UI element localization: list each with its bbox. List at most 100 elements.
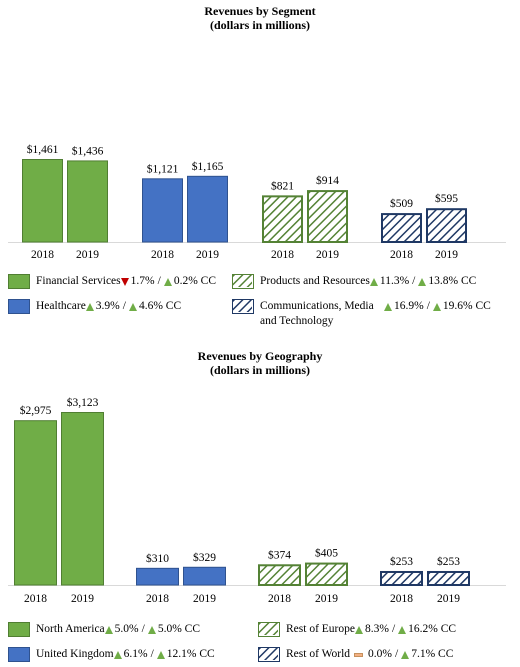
change-value: 4.6% CC (138, 300, 182, 312)
change-indicator: 5.0% (104, 622, 139, 637)
geography-bar-value-label: $253 (390, 555, 413, 568)
legend-label: North America (36, 623, 105, 635)
legend-swatch (232, 274, 254, 289)
segment-bar (142, 178, 183, 243)
change-indicator: 16.9% (384, 299, 424, 314)
legend-label: Healthcare (36, 300, 86, 312)
geography-x-tick-label: 2019 (315, 593, 338, 605)
up-arrow-icon (128, 302, 137, 311)
segment-title-text: Revenues by Segment (204, 4, 316, 18)
geography-bar (61, 412, 104, 586)
legend-united-kingdom: United Kingdom 6.1% 12.1% CC (8, 647, 215, 662)
up-arrow-icon (401, 650, 410, 659)
geography-bar (136, 567, 179, 586)
segment-chart-title: Revenues by Segment (dollars in millions… (0, 4, 520, 32)
change-value: 12.1% CC (166, 648, 215, 660)
geography-bar-value-label: $310 (146, 552, 169, 565)
legend-products-resources: Products and Resources 11.3% 13.8% CC (232, 274, 476, 289)
segment-bar (22, 159, 63, 243)
up-arrow-icon (398, 625, 407, 634)
segment-x-tick-label: 2019 (316, 249, 339, 261)
legend-swatch (8, 274, 30, 289)
legend-swatch (232, 299, 254, 314)
geography-x-tick-label: 2018 (390, 593, 413, 605)
change-indicator: 3.9% (85, 299, 120, 314)
change-value: 5.0% (114, 623, 139, 635)
geography-bar (258, 564, 301, 587)
down-arrow-icon (120, 277, 129, 286)
change-value: 16.2% CC (408, 623, 457, 635)
segment-subtitle-text: (dollars in millions) (209, 18, 310, 32)
geography-x-tick-label: 2019 (193, 593, 216, 605)
legend-label: Rest of Europe (286, 623, 355, 635)
change-indicator: 7.1% CC (392, 647, 453, 662)
legend-changes: 11.3% 13.8% CC (369, 274, 476, 289)
legend-label: Communications, Media and Technology (260, 300, 374, 327)
segment-x-tick-label: 2018 (151, 249, 174, 261)
segment-x-tick-label: 2018 (271, 249, 294, 261)
change-value: 7.1% CC (411, 648, 454, 660)
up-arrow-icon (369, 277, 378, 286)
segment-bar (307, 190, 348, 243)
up-arrow-icon (163, 277, 172, 286)
segment-x-tick-label: 2019 (435, 249, 458, 261)
legend-changes: 8.3% 16.2% CC (354, 622, 457, 637)
geography-bar (183, 566, 226, 586)
legend-label: Rest of World (286, 648, 351, 660)
change-indicator: 13.8% CC (409, 274, 476, 289)
geography-bar-value-label: $2,975 (20, 404, 52, 417)
legend-label: United Kingdom (36, 648, 114, 660)
change-indicator: 19.6% CC (424, 299, 491, 314)
geography-title-text: Revenues by Geography (197, 349, 323, 363)
geography-x-tick-label: 2018 (24, 593, 47, 605)
legend-changes: 5.0% 5.0% CC (104, 622, 200, 637)
up-arrow-icon (354, 625, 363, 634)
segment-bar-value-label: $1,461 (27, 143, 59, 156)
legend-rest-of-world: Rest of World 0.0% 7.1% CC (258, 647, 453, 662)
segment-bar (381, 213, 422, 244)
segment-bar (426, 208, 467, 244)
legend-healthcare: Healthcare 3.9% 4.6% CC (8, 299, 181, 314)
geography-subtitle-text: (dollars in millions) (209, 363, 310, 377)
legend-changes: 0.0% 7.1% CC (354, 647, 453, 662)
geography-bar (305, 562, 348, 586)
geography-x-tick-label: 2019 (71, 593, 94, 605)
change-value: 6.1% (123, 648, 148, 660)
change-indicator: 11.3% (369, 274, 409, 289)
up-arrow-icon (432, 302, 441, 311)
change-value: 0.2% CC (173, 275, 216, 287)
segment-bar (262, 195, 303, 243)
change-indicator: 4.6% CC (120, 299, 181, 314)
up-arrow-icon (104, 625, 113, 634)
legend-label: Financial Services (36, 275, 121, 287)
legend-swatch (258, 622, 280, 637)
up-arrow-icon (147, 625, 156, 634)
legend-swatch (258, 647, 280, 662)
geography-bar-value-label: $3,123 (67, 396, 99, 409)
segment-x-tick-label: 2019 (76, 249, 99, 261)
up-arrow-icon (156, 650, 165, 659)
change-value: 0.0% (368, 648, 392, 660)
geography-bar-value-label: $329 (193, 551, 216, 564)
change-indicator: 12.1% CC (148, 647, 215, 662)
segment-x-tick-label: 2018 (390, 249, 413, 261)
legend-label: Products and Resources (260, 275, 370, 287)
legend-swatch (8, 647, 30, 662)
segment-bar-value-label: $1,165 (192, 160, 224, 173)
change-indicator: 5.0% CC (139, 622, 200, 637)
geography-x-tick-label: 2019 (437, 593, 460, 605)
legend-financial-services: Financial Services 1.7% 0.2% CC (8, 274, 216, 289)
change-value: 8.3% (364, 623, 389, 635)
change-indicator: 1.7% (120, 274, 155, 289)
geography-x-tick-label: 2018 (268, 593, 291, 605)
segment-x-tick-label: 2019 (196, 249, 219, 261)
segment-bar-value-label: $821 (271, 179, 294, 192)
geography-bar (14, 420, 57, 586)
change-value: 5.0% CC (157, 623, 201, 635)
change-value: 1.7% (130, 275, 155, 287)
change-value: 19.6% CC (442, 300, 491, 312)
geography-chart-title: Revenues by Geography (dollars in millio… (0, 349, 520, 377)
legend-swatch (8, 299, 30, 314)
up-arrow-icon (384, 302, 392, 311)
geography-bar-value-label: $253 (437, 555, 460, 568)
